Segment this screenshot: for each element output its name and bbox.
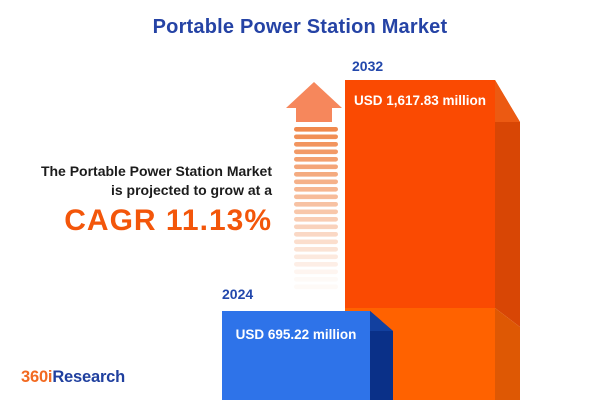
arrow-stripe <box>294 232 338 237</box>
arrow-stripe <box>294 239 338 245</box>
cagr-value: CAGR 11.13% <box>64 204 272 237</box>
bar-2032-year-label: 2032 <box>352 58 384 74</box>
bar-2032 <box>345 80 520 400</box>
arrow-stripe <box>294 172 338 177</box>
arrow-stripe <box>294 187 338 192</box>
growth-arrow-icon <box>286 82 342 290</box>
bar-2024-corner-bevel <box>370 311 393 331</box>
growth-annotation: The Portable Power Station Market is pro… <box>41 162 272 238</box>
arrow-stripe <box>294 262 338 267</box>
arrow-stripe <box>294 149 338 155</box>
arrow-stripe <box>294 209 338 215</box>
brand-logo-research: Research <box>52 368 126 386</box>
bar-2032-value-label: USD 1,617.83 million <box>353 93 487 108</box>
arrow-stripe <box>294 157 338 162</box>
arrow-stripe <box>294 254 338 260</box>
bar-2024-side <box>370 311 393 400</box>
arrow-stripe <box>294 142 338 147</box>
annotation-line-1: The Portable Power Station Market <box>40 163 272 179</box>
bar-2032-front-top <box>345 80 495 308</box>
bar-2024-front <box>222 311 370 400</box>
arrow-stripe <box>294 269 338 275</box>
arrow-stripe <box>294 202 338 207</box>
bar-2024 <box>222 311 393 400</box>
arrow-stripe <box>294 194 338 200</box>
annotation-line-2: is projected to grow at a <box>110 182 272 198</box>
bar-2024-value-label: USD 695.22 million <box>235 327 357 342</box>
growth-arrow-stripes <box>294 127 338 290</box>
arrow-stripe <box>294 284 338 290</box>
chart-title: Portable Power Station Market <box>152 16 448 38</box>
arrow-head <box>286 82 342 122</box>
bar-2032-side-bottom <box>495 308 520 400</box>
arrow-stripe <box>294 247 338 252</box>
arrow-stripe <box>294 179 338 185</box>
arrow-stripe <box>294 164 338 170</box>
bar-2024-year-label: 2024 <box>222 286 254 302</box>
arrow-stripe <box>294 134 338 140</box>
bar-2032-side-top <box>495 80 520 327</box>
brand-logo: 360iResearch <box>21 368 125 387</box>
arrow-stripe <box>294 277 338 282</box>
brand-logo-360i: 360i <box>21 368 53 386</box>
arrow-stripe <box>294 224 338 230</box>
arrow-stripe <box>294 217 338 222</box>
arrow-stripe <box>294 127 338 132</box>
bar-2032-corner-bevel <box>495 80 520 122</box>
